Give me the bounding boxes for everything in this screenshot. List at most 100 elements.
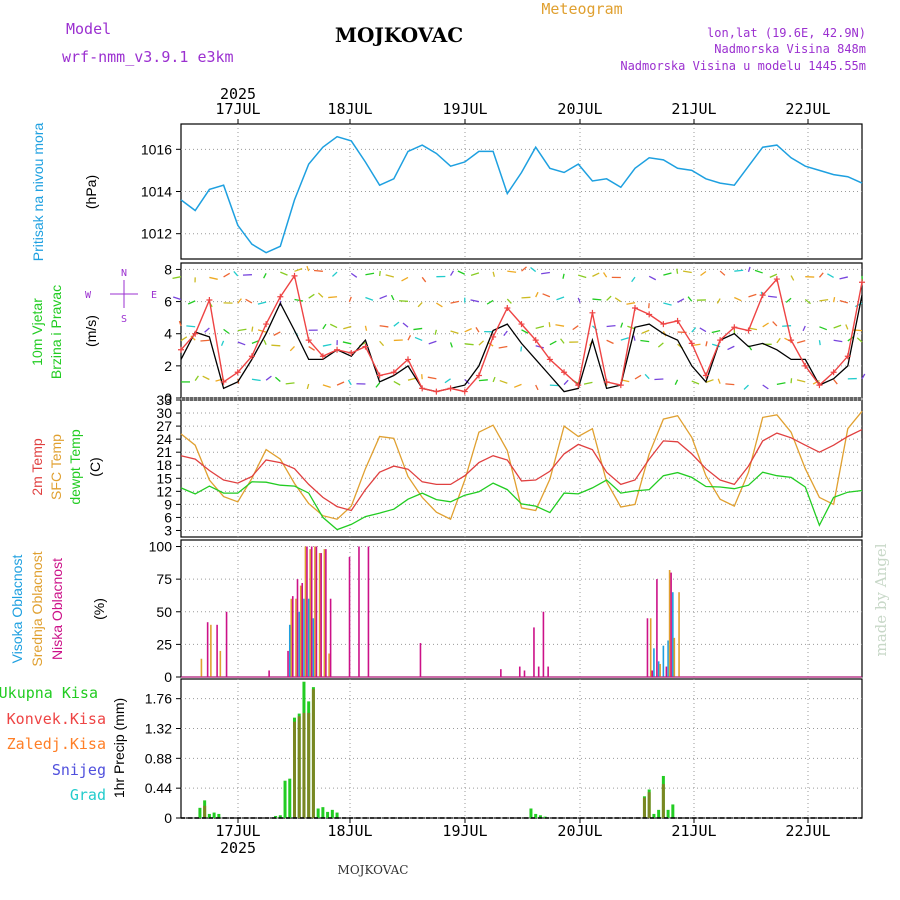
- compass-letter: S: [121, 314, 127, 325]
- wind-arrow: [399, 300, 409, 302]
- wind-arrow: [832, 296, 836, 303]
- wind-arrow: [542, 293, 551, 298]
- wind-arrow: [450, 330, 459, 335]
- wind-arrow: [421, 276, 427, 283]
- total-precip-bar: [671, 804, 675, 818]
- wind-speed-marker: [546, 356, 553, 363]
- model-altitude-label: Nadmorska Visina u modelu 1445.55m: [620, 59, 866, 73]
- total-precip-bar: [666, 809, 670, 818]
- wind-arrow: [682, 270, 692, 274]
- wind-speed-marker: [504, 305, 511, 311]
- wind-arrow: [499, 379, 508, 384]
- y-tick-label: 100: [149, 539, 173, 555]
- wind-speed-marker: [859, 279, 865, 286]
- wind-arrow: [620, 337, 629, 341]
- wind-arrow: [180, 336, 188, 342]
- wind-arrow: [606, 295, 612, 301]
- y-tick-label: 6: [164, 509, 172, 525]
- wind-arrow: [436, 302, 443, 308]
- wind-arrow: [699, 327, 707, 333]
- wind-arrow: [513, 383, 522, 388]
- wind-arrow: [833, 379, 838, 385]
- wind-speed-marker: [802, 362, 809, 369]
- wind-arrow: [560, 338, 565, 344]
- wind-arrow: [776, 382, 786, 385]
- wind-arrow: [486, 299, 494, 305]
- panel-frame: [180, 678, 863, 819]
- wind-arrow: [347, 379, 352, 386]
- wind-arrow: [855, 302, 863, 308]
- wind-speed-marker: [617, 382, 624, 389]
- wind-arrow: [428, 340, 437, 345]
- wind-arrow: [796, 379, 806, 383]
- wind-speed-marker: [277, 293, 284, 300]
- wind-arrow: [663, 302, 672, 306]
- wind-arrow: [475, 327, 480, 333]
- wind-arrow: [257, 329, 267, 333]
- y-tick-label: 6: [164, 294, 172, 310]
- model-label: Model: [66, 20, 111, 38]
- wind-arrow: [634, 374, 642, 380]
- wind-arrow: [654, 378, 664, 381]
- wind-arrow: [407, 335, 412, 341]
- wind-arrow: [521, 296, 531, 299]
- wind-arrow: [812, 380, 820, 385]
- pressure-unit: (hPa): [83, 175, 99, 209]
- wind-arrow: [717, 378, 721, 384]
- total-precip-bar: [538, 815, 542, 818]
- wind-arrow: [444, 378, 451, 384]
- day-label-top: 20JUL: [557, 100, 602, 118]
- wind-arrow: [414, 336, 423, 342]
- wind-arrow: [530, 266, 537, 273]
- y-tick-label: 1012: [141, 226, 172, 242]
- wind-arrow: [186, 325, 196, 328]
- y-tick-label: 2: [164, 358, 172, 374]
- wind-arrow: [833, 324, 842, 329]
- wind-arrow: [626, 302, 636, 305]
- pressure-line: [180, 135, 863, 254]
- wind-speed-marker: [348, 350, 355, 356]
- wind-arrow: [379, 295, 388, 300]
- wind-arrow: [541, 271, 550, 275]
- total-precip-bar: [652, 813, 656, 818]
- wind-arrow: [700, 271, 707, 277]
- total-precip-bar: [657, 809, 661, 818]
- wind-arrow: [251, 378, 261, 382]
- wind-arrow: [187, 300, 196, 305]
- altitude-label: Nadmorska Visina 848m: [714, 42, 866, 56]
- wind-arrow: [178, 320, 182, 327]
- compass-letter: N: [121, 268, 127, 279]
- wind-arrow: [313, 269, 323, 272]
- wind-title-1: 10m Vjetar: [29, 298, 45, 366]
- wind-arrow: [521, 266, 527, 272]
- wind-arrow: [470, 272, 480, 276]
- conv-precip-bar: [661, 784, 665, 818]
- wind-arrow: [674, 379, 679, 385]
- temp2m-label: 2m Temp: [29, 438, 45, 496]
- wind-speed-marker: [830, 369, 837, 376]
- conv-precip-bar: [293, 721, 296, 818]
- wind-arrow: [289, 345, 295, 352]
- wind-arrow: [402, 322, 409, 328]
- wind-arrow: [342, 341, 352, 345]
- total-precip-bar: [321, 807, 325, 818]
- wind-arrow: [614, 297, 622, 303]
- dewpt-label: dewpt Temp: [67, 429, 83, 504]
- wind-speed-marker: [731, 324, 738, 331]
- total-precip-bar: [316, 808, 320, 818]
- wind-arrow: [202, 375, 210, 381]
- wind-arrow: [743, 384, 749, 390]
- wind-arrow: [492, 271, 496, 277]
- wind-arrow: [631, 276, 636, 283]
- wind-speed-marker: [319, 353, 326, 360]
- day-label-top: 19JUL: [442, 100, 487, 118]
- wind-arrow: [819, 298, 829, 302]
- wind-arrow: [294, 298, 304, 302]
- wind-arrow: [839, 276, 848, 280]
- wind-arrow: [478, 379, 488, 382]
- wind-arrow: [562, 273, 565, 279]
- total-precip-bar: [335, 812, 339, 818]
- wind-arrow: [393, 380, 401, 386]
- wind-arrow: [390, 294, 395, 301]
- conv-precip-bar: [647, 792, 651, 818]
